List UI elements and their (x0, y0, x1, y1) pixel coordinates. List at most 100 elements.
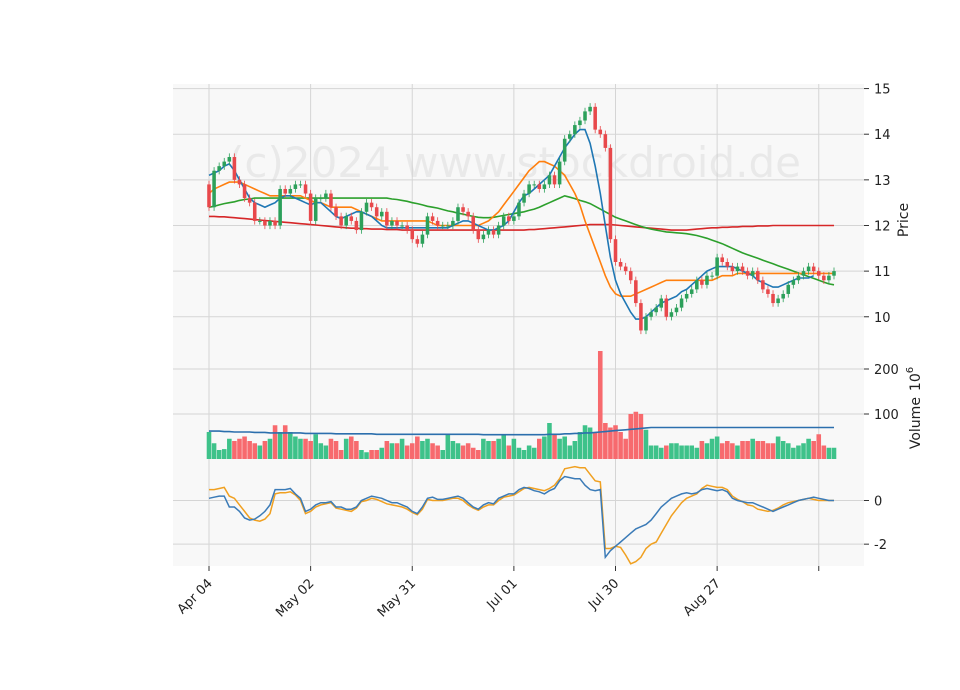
volume-bar (440, 450, 446, 459)
volume-bar (597, 351, 603, 459)
oscillator-fast (208, 475, 834, 560)
volume-bar (689, 445, 695, 459)
volume-bar (638, 414, 644, 459)
volume-bar (445, 434, 451, 459)
volume-bar (211, 443, 217, 459)
date-tick-label: Apr 04 (175, 576, 216, 617)
volume-tick-label: 100 (874, 408, 899, 423)
candle-body (430, 216, 435, 221)
candle-body (217, 166, 221, 171)
candle-body (735, 266, 740, 272)
candle-body (664, 298, 669, 317)
volume-bar (628, 414, 634, 459)
volume-bar (633, 411, 639, 459)
volume-bar (328, 438, 334, 459)
volume-bar (658, 447, 664, 459)
candle-body (237, 179, 242, 185)
date-tick-label: May 31 (375, 576, 419, 620)
candle-body (695, 280, 699, 290)
volume-axis-exponent: 10 (908, 373, 924, 391)
candle-body (618, 262, 623, 267)
candle-body (293, 184, 298, 189)
volume-bar (460, 445, 466, 459)
volume-bar (379, 447, 385, 459)
volume-bar (831, 447, 837, 459)
candle-body (776, 298, 780, 304)
volume-bar (288, 432, 293, 459)
volume-bar (303, 438, 308, 459)
volume-bar (470, 447, 476, 459)
candle-body (720, 257, 724, 262)
candle-body (425, 216, 430, 235)
candle-body (227, 157, 232, 162)
candle-body (806, 266, 811, 272)
candle-body (212, 170, 216, 208)
moving-average-very-long (209, 215, 834, 231)
volume-bar (404, 445, 410, 459)
candle-body (512, 216, 516, 221)
candle-body (242, 184, 247, 199)
volume-bar (765, 443, 771, 459)
price-axis: 10 11 12 13 14 15 (864, 83, 891, 326)
candle-body (410, 230, 415, 240)
candle-body (745, 271, 750, 276)
candle-body (796, 275, 801, 281)
volume-bar (562, 436, 567, 459)
oscillator-tick-label: 0 (874, 494, 882, 509)
candle-body (644, 316, 648, 331)
volume-bar (714, 436, 720, 459)
volume-bar (516, 447, 522, 459)
moving-average-medium (208, 160, 834, 298)
candle-body (283, 188, 287, 194)
volume-bar (826, 447, 832, 459)
volume-bar (709, 438, 715, 459)
candle-body (715, 257, 719, 276)
candle-body (801, 271, 806, 276)
price-axis-title: Price (896, 203, 912, 237)
candle-body (822, 275, 826, 281)
candle-body (334, 207, 338, 217)
volume-bar (567, 445, 573, 459)
date-tick-label: Jul 30 (585, 576, 622, 613)
candle-body (420, 234, 425, 244)
candle-body (771, 293, 775, 304)
candle-body (415, 239, 420, 244)
candle-body (435, 220, 440, 226)
candle-body (634, 280, 638, 304)
volume-bar (272, 425, 278, 459)
volume-average (209, 426, 834, 436)
candle-body (486, 230, 491, 235)
volume-bar (506, 445, 512, 459)
date-tick-label: Jul 01 (484, 576, 521, 613)
volume-bar (435, 445, 440, 459)
volume-bar (476, 450, 481, 459)
volume-bar (237, 438, 242, 459)
volume-axis-exponent-power: 6 (905, 367, 916, 373)
candle-body (395, 220, 399, 226)
price-tick-label: 11 (874, 265, 891, 280)
price-tick-label: 15 (874, 83, 891, 98)
candle-body (313, 198, 318, 221)
candle-body (527, 184, 531, 194)
candle-body (319, 198, 323, 200)
volume-bar (486, 441, 491, 459)
candle-body (756, 271, 760, 281)
volume-bar (582, 425, 588, 459)
volume-bar (785, 443, 791, 459)
volume-bar (389, 443, 395, 459)
candle-body (659, 298, 664, 308)
candle-body (329, 193, 333, 208)
candle-body (537, 184, 542, 189)
candle-body (583, 111, 587, 121)
candle-body (359, 211, 364, 231)
candle-body (542, 184, 547, 189)
candle-body (481, 234, 486, 240)
volume-bar (725, 441, 730, 459)
candle-body (761, 280, 765, 290)
candle-body (247, 198, 252, 203)
candle-body (354, 220, 359, 231)
volume-bar (587, 427, 593, 459)
volume-bar (735, 445, 740, 459)
candle-body (491, 230, 496, 235)
candle-body (446, 225, 450, 227)
